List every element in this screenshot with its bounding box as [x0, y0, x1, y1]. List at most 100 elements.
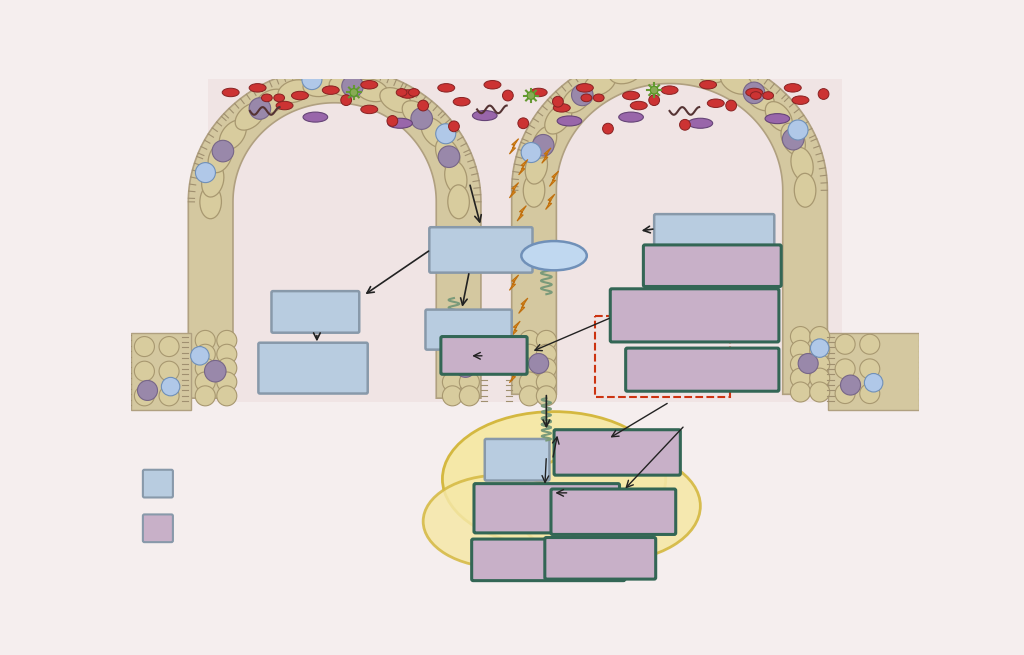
Circle shape — [411, 108, 432, 130]
Ellipse shape — [484, 81, 501, 89]
Ellipse shape — [744, 83, 774, 111]
Circle shape — [537, 358, 556, 378]
Circle shape — [134, 386, 155, 406]
Ellipse shape — [355, 79, 388, 102]
Circle shape — [519, 358, 540, 378]
Ellipse shape — [261, 94, 272, 102]
FancyBboxPatch shape — [484, 439, 550, 481]
Circle shape — [527, 92, 535, 100]
Circle shape — [460, 386, 479, 406]
Ellipse shape — [593, 94, 604, 102]
Circle shape — [159, 337, 179, 356]
Circle shape — [460, 330, 479, 350]
FancyBboxPatch shape — [554, 430, 680, 475]
Ellipse shape — [276, 102, 293, 110]
Ellipse shape — [765, 102, 793, 132]
Ellipse shape — [637, 56, 671, 77]
Circle shape — [519, 330, 540, 350]
Circle shape — [537, 330, 556, 350]
Circle shape — [435, 124, 456, 143]
Circle shape — [650, 86, 658, 94]
Circle shape — [196, 330, 215, 350]
FancyBboxPatch shape — [610, 289, 779, 342]
Circle shape — [788, 120, 808, 140]
Ellipse shape — [751, 92, 761, 100]
Circle shape — [798, 354, 818, 373]
Circle shape — [818, 88, 829, 100]
Circle shape — [791, 382, 810, 402]
FancyBboxPatch shape — [654, 214, 774, 255]
Circle shape — [196, 372, 215, 392]
Polygon shape — [518, 298, 528, 314]
Circle shape — [342, 75, 364, 97]
Ellipse shape — [795, 174, 816, 207]
Circle shape — [810, 327, 829, 346]
Circle shape — [518, 118, 528, 128]
Circle shape — [791, 354, 810, 374]
Circle shape — [196, 345, 215, 364]
Ellipse shape — [532, 126, 557, 158]
Ellipse shape — [435, 138, 460, 170]
Ellipse shape — [523, 174, 545, 207]
Ellipse shape — [545, 104, 571, 134]
Circle shape — [836, 359, 855, 379]
Polygon shape — [550, 171, 559, 187]
Circle shape — [217, 345, 237, 364]
Circle shape — [159, 361, 179, 381]
Ellipse shape — [515, 450, 700, 562]
Ellipse shape — [699, 81, 717, 89]
Ellipse shape — [360, 81, 378, 89]
Circle shape — [137, 381, 158, 400]
FancyBboxPatch shape — [472, 539, 625, 580]
Circle shape — [196, 386, 215, 406]
Circle shape — [532, 134, 554, 156]
Circle shape — [442, 345, 463, 364]
Ellipse shape — [249, 84, 266, 92]
Circle shape — [196, 358, 215, 378]
Ellipse shape — [577, 84, 593, 92]
Ellipse shape — [791, 147, 813, 181]
Circle shape — [810, 382, 829, 402]
Circle shape — [657, 48, 678, 69]
Ellipse shape — [792, 96, 809, 104]
Circle shape — [537, 386, 556, 406]
FancyBboxPatch shape — [474, 483, 620, 533]
Ellipse shape — [219, 120, 246, 150]
Circle shape — [537, 345, 556, 364]
Ellipse shape — [278, 80, 311, 103]
Bar — [828, 333, 920, 409]
Circle shape — [449, 121, 460, 132]
Circle shape — [442, 358, 463, 378]
Polygon shape — [517, 345, 526, 360]
FancyBboxPatch shape — [143, 470, 173, 498]
Circle shape — [810, 354, 829, 374]
Circle shape — [726, 100, 736, 111]
Ellipse shape — [255, 89, 287, 114]
Circle shape — [864, 373, 883, 392]
Circle shape — [190, 346, 209, 365]
Circle shape — [387, 115, 397, 126]
Bar — [131, 333, 190, 409]
Circle shape — [860, 384, 880, 403]
Circle shape — [860, 334, 880, 354]
Ellipse shape — [609, 61, 642, 84]
FancyBboxPatch shape — [626, 348, 779, 391]
Ellipse shape — [623, 91, 640, 100]
Circle shape — [860, 359, 880, 379]
Circle shape — [810, 339, 829, 358]
Ellipse shape — [444, 160, 467, 194]
Ellipse shape — [765, 113, 790, 124]
Polygon shape — [518, 252, 528, 267]
Circle shape — [159, 386, 179, 406]
Circle shape — [460, 358, 479, 378]
Circle shape — [217, 330, 237, 350]
Circle shape — [537, 372, 556, 392]
Circle shape — [519, 345, 540, 364]
Polygon shape — [511, 321, 520, 337]
FancyBboxPatch shape — [271, 291, 359, 333]
Ellipse shape — [236, 103, 264, 130]
Circle shape — [456, 358, 475, 377]
FancyBboxPatch shape — [143, 514, 173, 542]
Ellipse shape — [688, 119, 713, 128]
Circle shape — [302, 69, 322, 90]
